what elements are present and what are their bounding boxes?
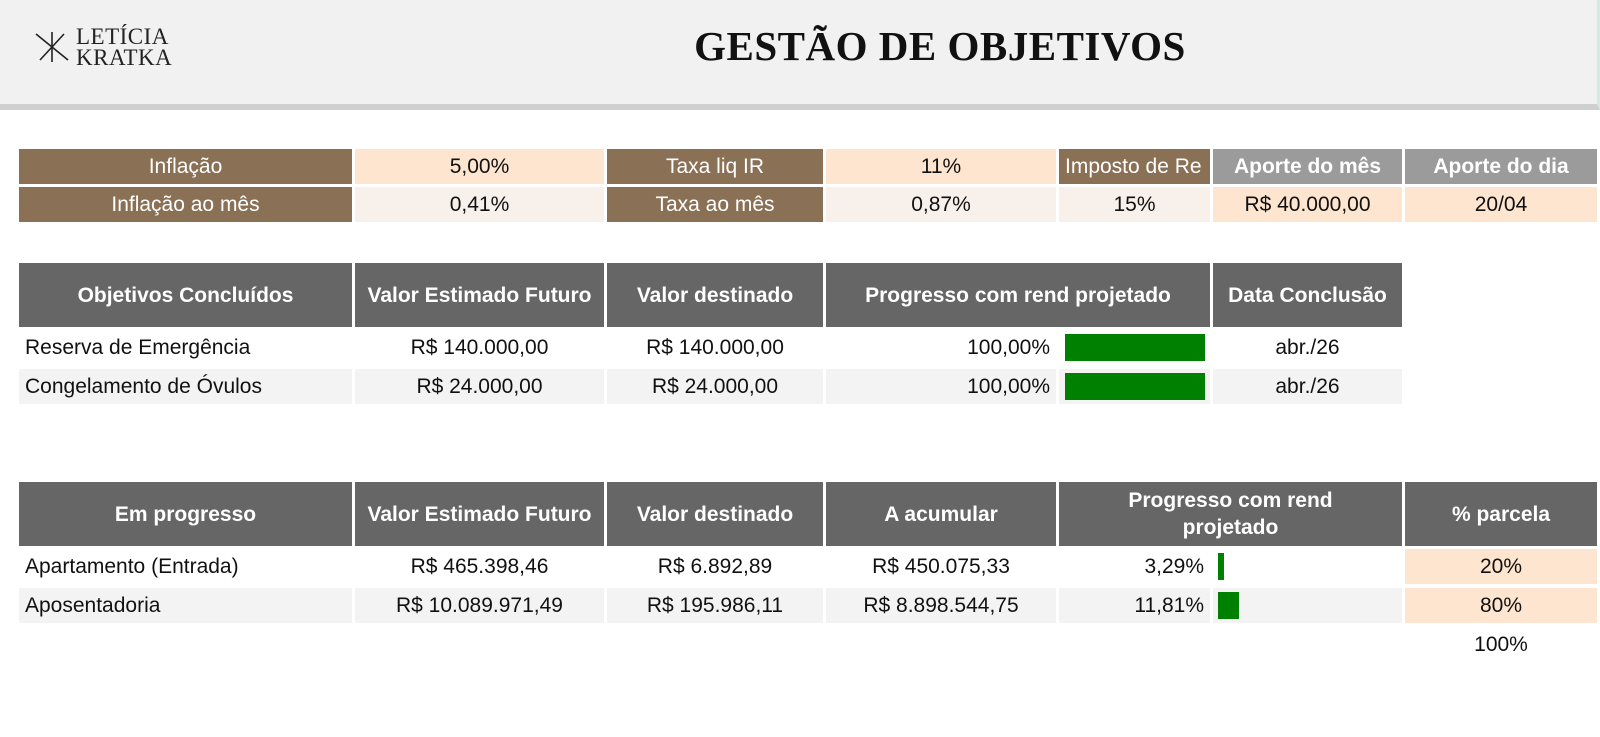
taxa-ir-label: Taxa liq IR [607,149,823,184]
progresso-header-a-acumular: A acumular [826,482,1056,546]
progresso-header-progresso: Progresso com rend projetado [1059,482,1402,546]
concluidos-header-valor-futuro: Valor Estimado Futuro [355,263,604,327]
concluido-row-valor-futuro: R$ 140.000,00 [410,335,549,359]
concluido-row-valor-destinado: R$ 140.000,00 [646,335,784,359]
app-header: LETÍCIA KRATKA GESTÃO DE OBJETIVOS [0,0,1600,110]
concluido-row-valor-destinado: R$ 24.000,00 [607,369,823,404]
concluido-row-data: abr./26 [1213,369,1402,404]
progresso-header-parcela: % parcela [1405,482,1597,546]
progresso-row-progresso: 3,29% [1144,554,1204,578]
concluido-row-name: Congelamento de Óvulos [19,369,352,404]
taxa-ir-value[interactable]: 11% [826,149,1056,184]
inflacao-mes-value[interactable]: 0,41% [355,187,604,222]
inflacao-label: Inflação [19,149,352,184]
concluido-row-name: Reserva de Emergência [25,335,251,359]
inflacao-mes-label: Inflação ao mês [19,187,352,222]
progress-bar [1218,553,1224,580]
concluidos-header-objetivo: Objetivos Concluídos [19,263,352,327]
concluido-row-valor-futuro: R$ 24.000,00 [355,369,604,404]
progress-bar [1065,334,1205,361]
logo-mark-icon [35,32,69,62]
progresso-row-parcela[interactable]: 20% [1405,549,1597,584]
progresso-row-name: Apartamento (Entrada) [25,554,239,578]
progresso-row-a-acumular: R$ 450.075,33 [872,554,1010,578]
logo: LETÍCIA KRATKA [34,24,173,70]
progress-bar-cell [1213,588,1402,623]
progresso-row-valor-destinado: R$ 195.986,11 [607,588,823,623]
inflacao-value[interactable]: 5,00% [355,149,604,184]
progresso-row-parcela[interactable]: 80% [1405,588,1597,623]
progresso-row-name: Aposentadoria [19,588,352,623]
concluidos-header-valor-destinado: Valor destinado [607,263,823,327]
progress-bar [1218,592,1239,619]
progresso-row-valor-futuro: R$ 465.398,46 [410,554,549,578]
taxa-mes-value[interactable]: 0,87% [826,187,1056,222]
concluidos-header-progresso: Progresso com rend projetado [826,263,1210,327]
concluido-row-data: abr./26 [1275,335,1340,359]
aporte-mes-value[interactable]: R$ 40.000,00 [1213,187,1402,222]
aporte-dia-label: Aporte do dia [1405,149,1597,184]
logo-line-2: KRATKA [76,45,173,70]
progresso-header-valor-destinado: Valor destinado [607,482,823,546]
progresso-row-valor-futuro: R$ 10.089.971,49 [355,588,604,623]
concluido-row-progresso: 100,00% [967,335,1050,359]
aporte-dia-value[interactable]: 20/04 [1405,187,1597,222]
concluido-row-progresso: 100,00% [826,369,1056,404]
logo-line-1: LETÍCIA [76,24,169,49]
progresso-header-objetivo: Em progresso [19,482,352,546]
progresso-row-a-acumular: R$ 8.898.544,75 [826,588,1056,623]
imposto-label: Imposto de Re [1059,149,1210,184]
progresso-row-valor-destinado: R$ 6.892,89 [657,554,773,578]
progresso-row-progresso: 11,81% [1059,588,1210,623]
taxa-mes-label: Taxa ao mês [607,187,823,222]
parcela-total: 100% [1474,632,1528,656]
progresso-header-valor-futuro: Valor Estimado Futuro [355,482,604,546]
page-title: GESTÃO DE OBJETIVOS [694,23,1186,69]
aporte-mes-label: Aporte do mês [1213,149,1402,184]
concluidos-header-data: Data Conclusão [1213,263,1402,327]
progress-bar [1065,373,1205,400]
imposto-value[interactable]: 15% [1059,187,1210,222]
